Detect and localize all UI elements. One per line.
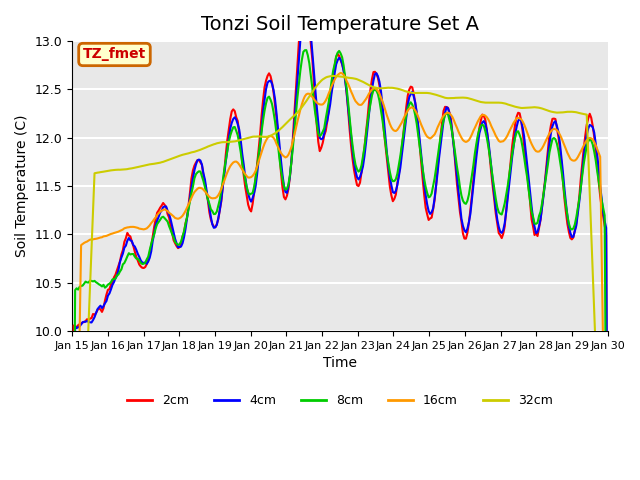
Y-axis label: Soil Temperature (C): Soil Temperature (C) <box>15 115 29 257</box>
Title: Tonzi Soil Temperature Set A: Tonzi Soil Temperature Set A <box>201 15 479 34</box>
Text: TZ_fmet: TZ_fmet <box>83 48 146 61</box>
Legend: 2cm, 4cm, 8cm, 16cm, 32cm: 2cm, 4cm, 8cm, 16cm, 32cm <box>122 389 558 412</box>
X-axis label: Time: Time <box>323 356 357 370</box>
